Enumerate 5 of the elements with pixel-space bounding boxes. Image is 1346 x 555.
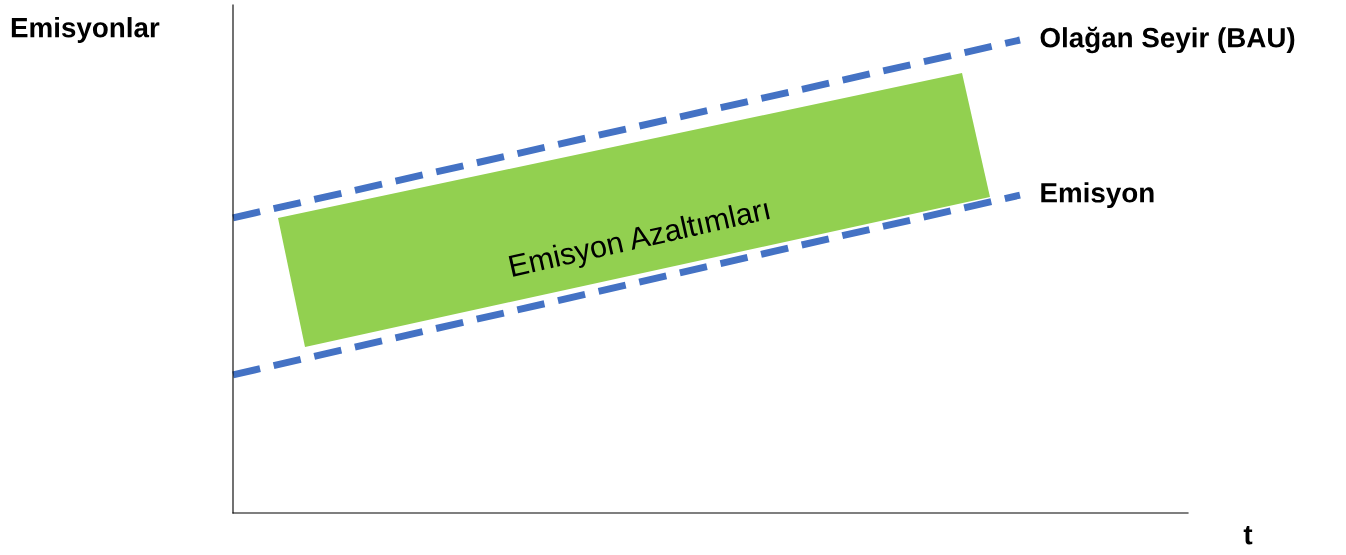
series-label: Olağan Seyir (BAU) <box>1040 26 1295 54</box>
annotation: Emisyon Azaltımları <box>508 197 772 283</box>
y-axis-title: Emisyonlar <box>11 17 160 43</box>
x-axis-title: t <box>1243 526 1253 545</box>
series-label: Emisyon <box>1041 182 1154 209</box>
